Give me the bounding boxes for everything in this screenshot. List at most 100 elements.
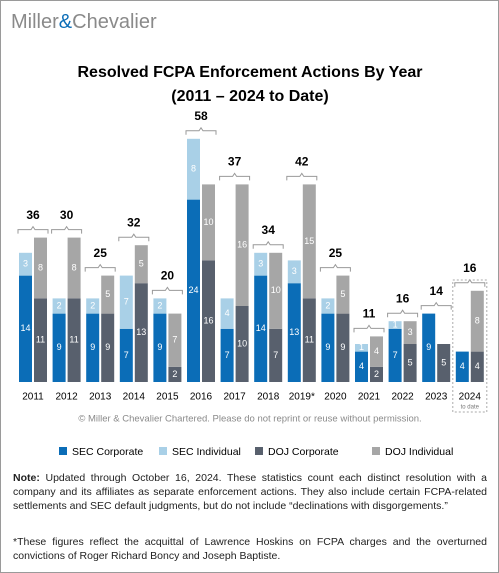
total-bracket [286, 172, 318, 181]
bar-segment [302, 298, 316, 382]
data-label: 4 [225, 308, 230, 318]
bar-segment [153, 298, 167, 314]
x-tick-label: 2019* [289, 392, 315, 403]
total-bracket [84, 263, 116, 272]
total-label: 16 [463, 261, 477, 275]
data-label: 10 [271, 285, 281, 295]
bar-segment [220, 298, 234, 329]
data-label: 9 [90, 342, 95, 352]
legend-label: DOJ Individual [385, 446, 453, 458]
legend-swatch [255, 447, 263, 455]
bar-segment [119, 275, 133, 329]
bar-segment [336, 275, 350, 314]
total-bracket [353, 324, 385, 333]
category-note: to date [461, 405, 480, 411]
x-tick-label: 2011 [22, 392, 44, 403]
x-tick-label: 2017 [223, 392, 246, 403]
data-label: 9 [157, 342, 162, 352]
data-label: 4 [359, 361, 364, 371]
data-label: 7 [124, 350, 129, 360]
data-label: 1 [359, 342, 364, 352]
bar-segment [187, 138, 200, 200]
total-bracket [118, 233, 150, 242]
bar-segment [470, 351, 484, 382]
data-label: 8 [72, 262, 77, 272]
total-label: 36 [26, 208, 40, 222]
total-bracket [420, 301, 452, 310]
bar-segment [67, 237, 81, 299]
total-bracket [252, 240, 284, 249]
bar-segment [235, 306, 249, 382]
data-label: 4 [374, 346, 379, 356]
logo-left: Miller [11, 11, 59, 33]
data-label: 3 [408, 327, 413, 337]
data-label: 7 [393, 350, 398, 360]
data-label: 9 [105, 342, 110, 352]
chart-subtitle: (2011 – 2024 to Date) [171, 88, 328, 105]
data-label: 3 [258, 259, 263, 269]
x-tick-label: 2016 [190, 392, 213, 403]
total-label: 42 [295, 155, 309, 169]
bar-segment [422, 313, 436, 382]
data-label: 9 [426, 342, 431, 352]
data-label: 7 [225, 350, 230, 360]
data-label: 5 [340, 289, 345, 299]
x-tick-label: 2021 [358, 392, 381, 403]
data-label: 5 [105, 289, 110, 299]
bar-segment [168, 313, 182, 367]
x-tick-label: 2020 [324, 392, 347, 403]
bar-segment [470, 290, 484, 352]
total-bracket [17, 225, 49, 234]
bar-segment [388, 321, 402, 329]
bar-segment [134, 283, 148, 382]
data-label: 8 [191, 164, 196, 174]
bar-segment [437, 344, 451, 382]
bar-segment [202, 260, 215, 382]
data-label: 14 [256, 323, 266, 333]
data-label: 5 [139, 259, 144, 269]
total-bracket [185, 126, 217, 135]
data-label: 10 [237, 338, 247, 348]
total-label: 11 [363, 307, 376, 321]
note-text: Updated through October 16, 2024. These … [13, 472, 487, 512]
bar-segment [370, 336, 383, 367]
bar-segment [52, 298, 66, 314]
data-label: 2 [157, 300, 162, 310]
bar-segment [388, 328, 402, 382]
data-label: 7 [273, 350, 278, 360]
bar-segment [119, 328, 133, 382]
data-label: 8 [475, 316, 480, 326]
bar-segment [355, 351, 368, 382]
bar-segment [134, 245, 148, 284]
total-label: 37 [228, 155, 242, 169]
data-label: 2 [57, 300, 62, 310]
data-label: 13 [136, 327, 146, 337]
data-label: 9 [57, 342, 62, 352]
data-label: 1 [393, 319, 398, 329]
bar-segment [321, 313, 335, 382]
data-label: 2 [90, 300, 95, 310]
logo-right: Chevalier [72, 11, 157, 33]
total-label: 25 [94, 246, 108, 260]
total-label: 25 [329, 246, 343, 260]
bar-segment [269, 252, 283, 329]
data-label: 8 [38, 262, 43, 272]
data-label: 13 [289, 327, 299, 337]
x-tick-label: 2015 [156, 392, 179, 403]
data-label: 5 [408, 357, 413, 367]
total-label: 34 [262, 223, 276, 237]
total-label: 58 [194, 109, 208, 123]
legend-swatch [159, 447, 167, 455]
bar-segment [370, 366, 383, 382]
data-label: 4 [475, 361, 480, 371]
data-label: 16 [237, 240, 247, 250]
total-label: 20 [161, 269, 175, 283]
logo: Miller&Chevalier [11, 11, 157, 33]
total-label: 14 [430, 284, 444, 298]
total-label: 16 [396, 291, 410, 305]
data-label: 3 [292, 266, 297, 276]
total-bracket [454, 278, 486, 287]
note: Note: Updated through October 16, 2024. … [13, 471, 487, 513]
data-label: 2 [172, 369, 177, 379]
